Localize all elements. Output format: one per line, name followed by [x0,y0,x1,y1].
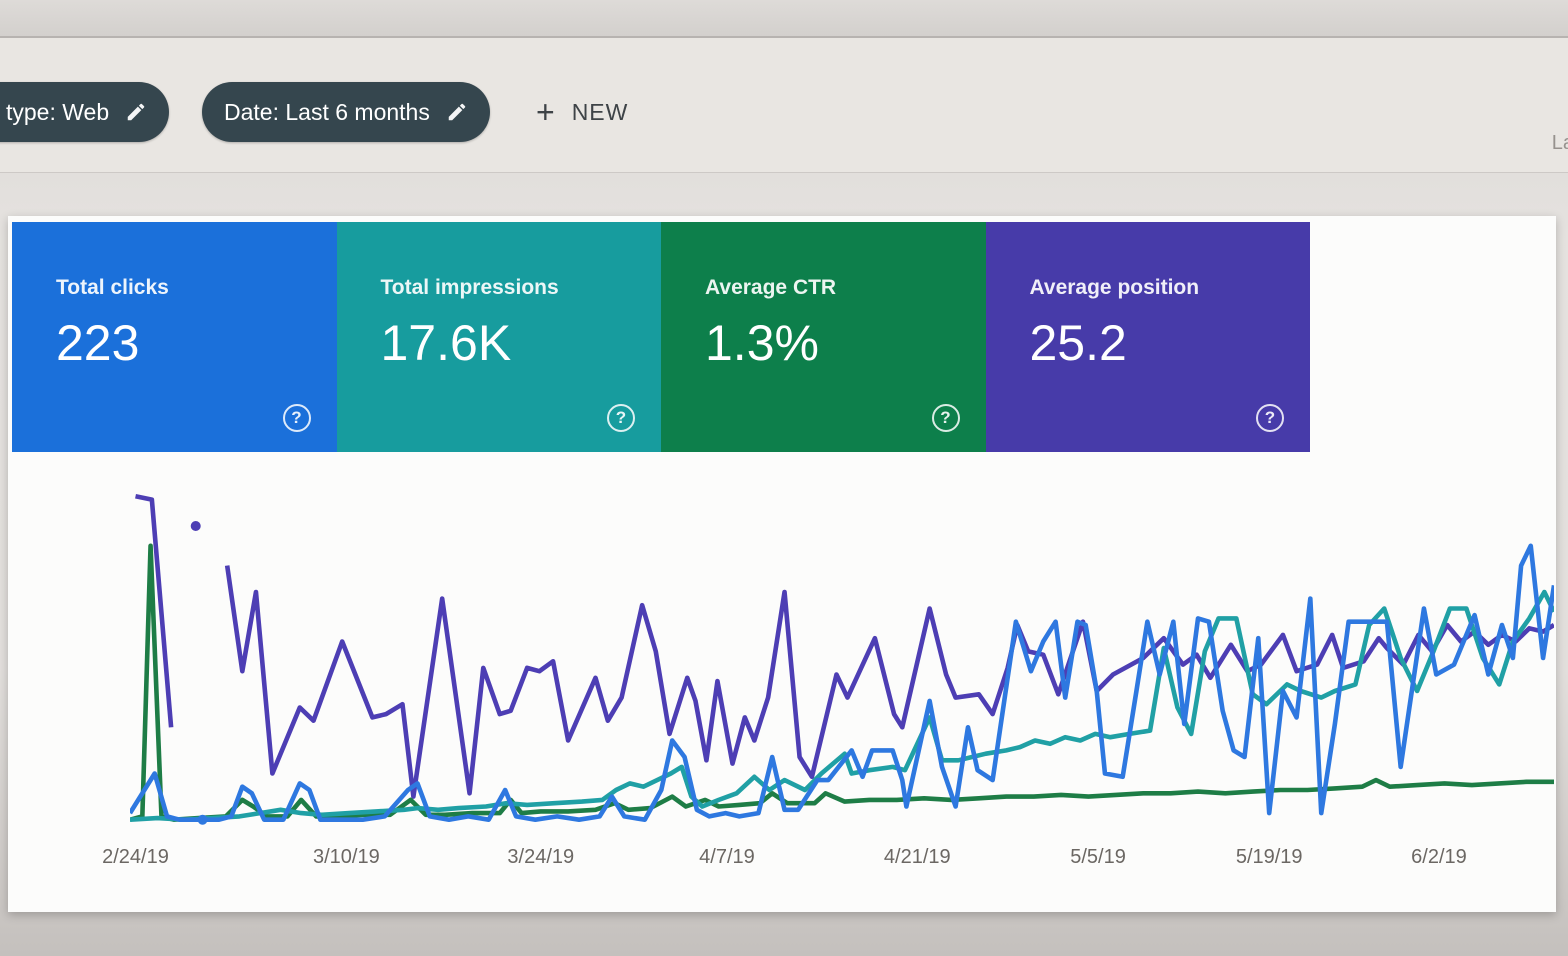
series-impressions-line [130,589,1554,823]
series-position-line [224,565,1554,799]
x-axis-label: 5/5/19 [1070,846,1126,868]
performance-panel: Total clicks 223 ? Total impressions 17.… [8,216,1556,912]
x-axis-label: 3/24/19 [507,846,575,868]
last-updated-partial-text: La [1551,132,1568,154]
new-filter-button-label: NEW [571,98,629,125]
series-position-point [190,521,201,531]
metric-card-average-ctr[interactable]: Average CTR 1.3% ? [661,222,986,452]
new-filter-button[interactable]: + NEW [536,82,628,142]
series-clicks-point [197,814,208,825]
filter-chip-date-label: Date: Last 6 months [224,98,430,125]
series-position-line [135,494,174,728]
metric-card-label: Average CTR [705,276,837,299]
filter-chip-search-type[interactable]: type: Web [0,82,170,142]
x-axis-label: 6/2/19 [1411,846,1467,868]
series-clicks-line [130,543,1554,823]
pencil-icon[interactable] [125,101,147,123]
pencil-icon[interactable] [446,101,468,123]
filter-bar: type: Web Date: Last 6 months + NEW La [0,38,1568,173]
metric-card-value: 1.3% [705,315,819,371]
help-icon[interactable]: ? [282,404,311,432]
plus-icon: + [536,94,556,130]
help-icon[interactable]: ? [931,404,960,432]
x-axis-label: 3/10/19 [312,846,380,868]
metric-card-total-impressions[interactable]: Total impressions 17.6K ? [336,222,661,452]
help-icon[interactable]: ? [607,404,635,432]
help-icon[interactable]: ? [1256,404,1284,432]
metric-card-value: 223 [56,315,140,371]
browser-chrome-strip [0,0,1568,38]
performance-line-chart[interactable] [130,486,1554,831]
filter-chip-search-type-label: type: Web [6,98,110,125]
metric-cards-row: Total clicks 223 ? Total impressions 17.… [12,222,1310,452]
x-axis-label: 2/24/19 [102,846,169,868]
x-axis-labels: 2/24/19 3/10/19 3/24/19 4/7/19 4/21/19 5/5/19… [102,846,1554,876]
metric-card-average-position[interactable]: Average position 25.2 ? [985,222,1310,452]
metric-card-value: 25.2 [1029,315,1127,371]
metric-card-label: Average position [1029,276,1200,299]
series-ctr-line [130,543,1554,823]
metric-card-label: Total impressions [380,276,559,299]
filter-chip-date[interactable]: Date: Last 6 months [202,82,490,142]
x-axis-label: 4/7/19 [699,846,755,868]
metric-card-value: 17.6K [380,315,512,371]
metric-card-label: Total clicks [56,276,169,299]
x-axis-label: 5/19/19 [1235,846,1303,868]
metric-card-total-clicks[interactable]: Total clicks 223 ? [12,222,337,452]
x-axis-label: 4/21/19 [883,846,951,868]
